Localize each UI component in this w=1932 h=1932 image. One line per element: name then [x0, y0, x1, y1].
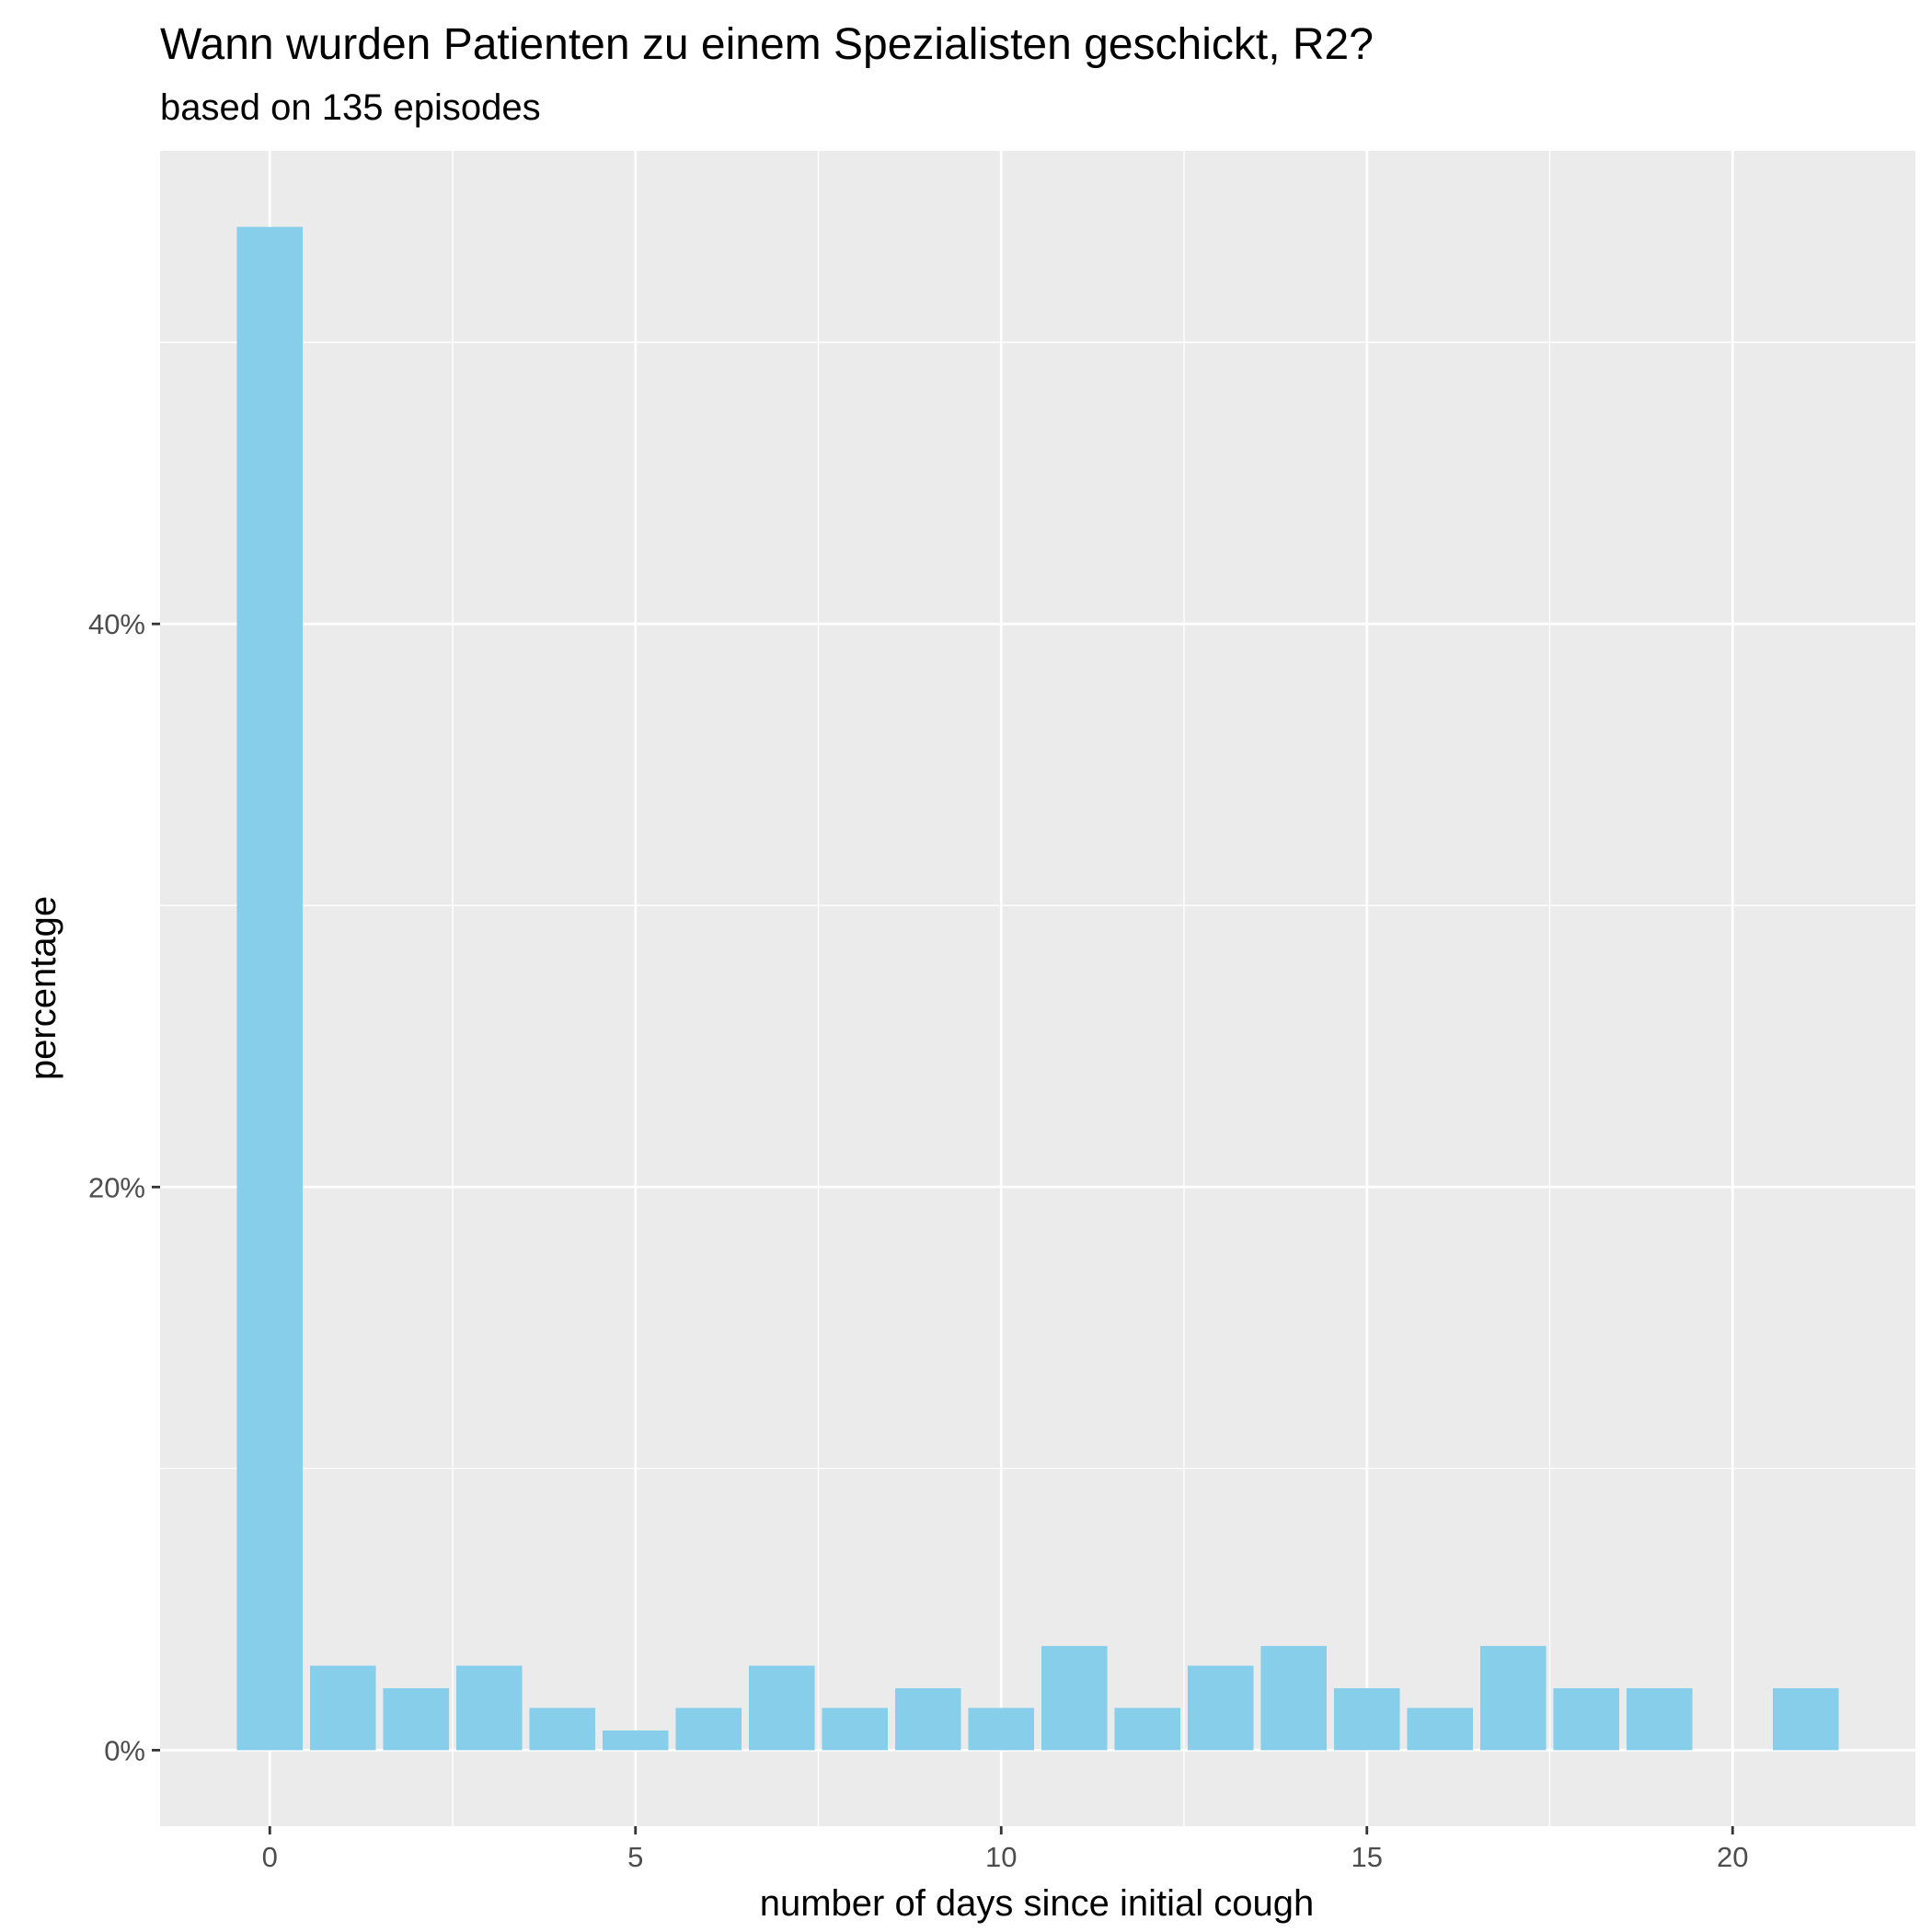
bar-day-11 [1041, 1646, 1108, 1751]
y-tick-label: 0% [104, 1734, 145, 1766]
bar-day-5 [602, 1730, 669, 1751]
bar-day-6 [675, 1708, 742, 1751]
bar-day-12 [1114, 1708, 1181, 1751]
bar-day-9 [894, 1688, 961, 1751]
bar-day-19 [1626, 1688, 1693, 1751]
bars [236, 226, 1839, 1751]
bar-day-13 [1187, 1665, 1254, 1751]
y-axis: 0% 20% 40% [88, 608, 160, 1766]
bar-day-14 [1260, 1646, 1328, 1751]
bar-day-0 [236, 226, 304, 1751]
bar-day-1 [309, 1665, 376, 1751]
bar-day-10 [968, 1708, 1035, 1751]
chart-subtitle: based on 135 episodes [160, 87, 541, 128]
x-tick-label: 15 [1351, 1841, 1383, 1873]
x-tick-label: 10 [985, 1841, 1017, 1873]
bar-day-2 [383, 1688, 450, 1751]
y-tick-label: 40% [88, 608, 145, 640]
minor-gridlines [160, 151, 1915, 1826]
x-axis-title: number of days since initial cough [760, 1883, 1315, 1924]
plot-panel [160, 151, 1915, 1826]
bar-day-17 [1479, 1646, 1547, 1751]
bar-day-21 [1772, 1688, 1839, 1751]
x-tick-label: 5 [627, 1841, 643, 1873]
chart-title: Wann wurden Patienten zu einem Spezialis… [160, 20, 1374, 69]
bar-day-16 [1407, 1708, 1474, 1751]
x-tick-label: 20 [1717, 1841, 1748, 1873]
bar-day-3 [455, 1665, 523, 1751]
bar-day-8 [822, 1708, 889, 1751]
major-gridlines [160, 151, 1915, 1826]
x-tick-label: 0 [262, 1841, 278, 1873]
bar-day-7 [748, 1665, 815, 1751]
y-axis-title: percentage [23, 896, 63, 1080]
bar-day-18 [1553, 1688, 1620, 1751]
bar-day-4 [529, 1708, 596, 1751]
x-axis: 0 5 10 15 20 [262, 1826, 1748, 1873]
bar-day-15 [1333, 1688, 1400, 1751]
y-tick-label: 20% [88, 1171, 145, 1203]
